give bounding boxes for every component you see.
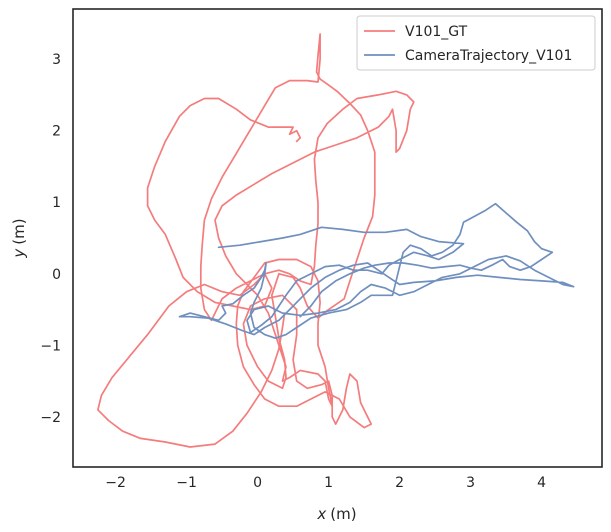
- x-tick-label: 4: [537, 475, 546, 491]
- y-tick-label: 0: [52, 267, 61, 283]
- y-tick-label: −2: [40, 410, 61, 426]
- x-tick-label: 0: [253, 475, 262, 491]
- series-layer: [97, 33, 575, 448]
- series-line-v101-gt-loop-west: [97, 97, 302, 448]
- y-tick-label: −1: [40, 338, 61, 354]
- legend-label-camera: CameraTrajectory_V101: [405, 48, 572, 64]
- x-axis-ticks: −2 −1 0 1 2 3 4: [105, 475, 546, 491]
- x-tick-label: −2: [105, 475, 126, 491]
- x-axis-label: x (m): [316, 505, 356, 523]
- y-tick-label: 2: [52, 124, 61, 140]
- y-tick-label: 3: [52, 52, 61, 68]
- x-tick-label: 3: [466, 475, 475, 491]
- x-axis-label-var: x: [316, 505, 326, 523]
- y-axis-label-unit: (m): [10, 218, 28, 244]
- plot-area: [72, 8, 603, 468]
- series-line-v101-gt: [199, 33, 415, 429]
- x-axis-label-unit: (m): [330, 505, 356, 523]
- y-axis-label-var: y: [10, 248, 28, 259]
- x-tick-label: 2: [395, 475, 404, 491]
- plot-frame: [72, 8, 603, 468]
- y-axis-ticks: −2 −1 0 1 2 3: [40, 52, 61, 426]
- series-line-cameratrajectory-v101: [178, 202, 575, 340]
- y-tick-label: 1: [52, 195, 61, 211]
- y-axis-label: y (m): [10, 218, 28, 258]
- legend-label-gt: V101_GT: [405, 24, 468, 40]
- x-tick-label: 1: [324, 475, 333, 491]
- x-tick-label: −1: [176, 475, 197, 491]
- legend: V101_GT CameraTrajectory_V101: [356, 15, 596, 71]
- legend-box: [356, 15, 596, 71]
